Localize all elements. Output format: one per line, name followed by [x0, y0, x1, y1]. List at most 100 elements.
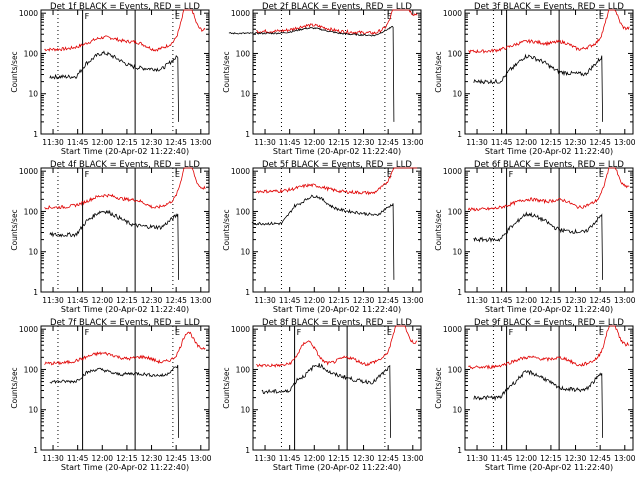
x-axis-label: Start Time (20-Apr-02 11:22:40): [61, 463, 189, 472]
series-lld-line: [256, 9, 418, 35]
x-tick-label: 12:30: [141, 454, 163, 463]
flag-label: E: [599, 170, 604, 179]
x-tick-label: 12:30: [565, 296, 587, 305]
series-events-line: [49, 209, 179, 280]
y-tick-label: 100: [236, 365, 251, 374]
x-tick-label: 11:45: [67, 296, 89, 305]
x-tick-label: 12:15: [328, 138, 350, 147]
flag-label: F: [509, 170, 514, 179]
flag-label: E: [599, 328, 604, 337]
series-events-line: [473, 370, 603, 438]
y-tick-label: 1: [245, 288, 250, 297]
chart-panel: Det 9f BLACK = Events, RED = LLD 1 10 100 10…: [434, 318, 636, 472]
y-tick-label: 10: [452, 406, 462, 415]
x-tick-label: 12:00: [91, 296, 113, 305]
flag-label: F: [509, 328, 514, 337]
x-tick-label: 13:00: [614, 138, 636, 147]
y-tick-label: 10: [28, 90, 38, 99]
chart-panel: Det 8f BLACK = Events, RED = LLD 1 10 100 10…: [222, 318, 424, 472]
x-tick-label: 12:00: [515, 296, 537, 305]
plot-frame: [40, 9, 210, 135]
plot-frame: [40, 325, 210, 451]
y-tick-label: 1: [245, 446, 250, 455]
x-tick-label: 11:30: [42, 454, 64, 463]
y-tick-label: 10: [240, 406, 250, 415]
y-tick-label: 10: [28, 406, 38, 415]
y-axis-label: Counts/sec: [222, 51, 231, 92]
x-tick-label: 12:30: [353, 454, 375, 463]
y-axis-label: Counts/sec: [222, 367, 231, 408]
x-tick-label: 11:45: [491, 296, 513, 305]
series-lld-line: [44, 9, 206, 52]
x-tick-label: 13:00: [190, 296, 212, 305]
x-tick-label: 11:45: [491, 454, 513, 463]
x-tick-label: 13:00: [402, 296, 424, 305]
chart-panel: Det 1f BLACK = Events, RED = LLD 1 10 100 10…: [10, 2, 212, 156]
x-tick-label: 12:00: [91, 454, 113, 463]
y-tick-label: 1000: [443, 9, 462, 18]
chart-panel: Det 2f BLACK = Events, RED = LLD 1 10 100 10…: [222, 2, 424, 156]
x-axis-label: Start Time (20-Apr-02 11:22:40): [273, 463, 401, 472]
series-events-line: [49, 50, 179, 122]
x-tick-label: 13:00: [614, 296, 636, 305]
x-tick-label: 12:15: [116, 296, 138, 305]
x-tick-label: 12:30: [353, 296, 375, 305]
chart-panel: Det 4f BLACK = Events, RED = LLD 1 10 100 10…: [10, 160, 212, 314]
x-tick-label: 12:45: [377, 138, 399, 147]
x-tick-label: 12:30: [141, 138, 163, 147]
x-tick-label: 12:45: [377, 296, 399, 305]
y-axis-label: Counts/sec: [10, 51, 19, 92]
x-tick-label: 12:15: [540, 296, 562, 305]
y-axis-label: Counts/sec: [222, 209, 231, 250]
y-tick-label: 1: [457, 446, 462, 455]
x-tick-label: 11:30: [42, 138, 64, 147]
x-tick-label: 12:45: [165, 454, 187, 463]
flag-label: F: [297, 328, 302, 337]
y-tick-label: 1000: [231, 9, 250, 18]
y-tick-label: 1: [457, 288, 462, 297]
x-tick-label: 12:00: [91, 138, 113, 147]
x-tick-label: 11:30: [466, 138, 488, 147]
y-tick-label: 100: [448, 365, 463, 374]
x-axis-label: Start Time (20-Apr-02 11:22:40): [485, 463, 613, 472]
plot-frame: [252, 9, 422, 135]
y-axis-label: Counts/sec: [434, 51, 443, 92]
y-tick-label: 1: [33, 288, 38, 297]
y-axis-label: Counts/sec: [434, 209, 443, 250]
chart-title: Det 8f BLACK = Events, RED = LLD: [262, 318, 412, 328]
x-tick-label: 12:15: [540, 138, 562, 147]
y-tick-label: 10: [240, 90, 250, 99]
x-tick-label: 12:30: [565, 138, 587, 147]
y-axis-label: Counts/sec: [10, 367, 19, 408]
y-axis-label: Counts/sec: [434, 367, 443, 408]
chart-title: Det 4f BLACK = Events, RED = LLD: [50, 160, 200, 170]
chart-panel: Det 7f BLACK = Events, RED = LLD 1 10 100 10…: [10, 318, 212, 472]
series-events-line: [261, 363, 391, 438]
chart-title: Det 1f BLACK = Events, RED = LLD: [50, 2, 200, 12]
chart-title: Det 2f BLACK = Events, RED = LLD: [262, 2, 412, 12]
chart-title: Det 3f BLACK = Events, RED = LLD: [474, 2, 624, 12]
chart-panel: Det 6f BLACK = Events, RED = LLD 1 10 100 10…: [434, 160, 636, 314]
x-tick-label: 13:00: [402, 138, 424, 147]
x-tick-label: 12:45: [589, 296, 611, 305]
x-tick-label: 11:30: [254, 454, 276, 463]
x-axis-label: Start Time (20-Apr-02 11:22:40): [61, 147, 189, 156]
x-tick-label: 11:30: [466, 296, 488, 305]
plot-frame: [252, 325, 422, 451]
x-tick-label: 11:45: [67, 138, 89, 147]
series-lld-line: [44, 167, 206, 210]
x-tick-label: 12:30: [353, 138, 375, 147]
flag-label: F: [85, 328, 90, 337]
series-lld-line: [467, 167, 630, 212]
x-axis-label: Start Time (20-Apr-02 11:22:40): [485, 305, 613, 314]
y-tick-label: 100: [24, 207, 39, 216]
x-tick-label: 12:15: [116, 454, 138, 463]
flag-label: E: [387, 170, 392, 179]
series-events-line: [228, 25, 395, 122]
y-tick-label: 10: [240, 248, 250, 257]
flag-label: F: [85, 170, 90, 179]
y-tick-label: 100: [236, 207, 251, 216]
chart-title: Det 6f BLACK = Events, RED = LLD: [474, 160, 624, 170]
